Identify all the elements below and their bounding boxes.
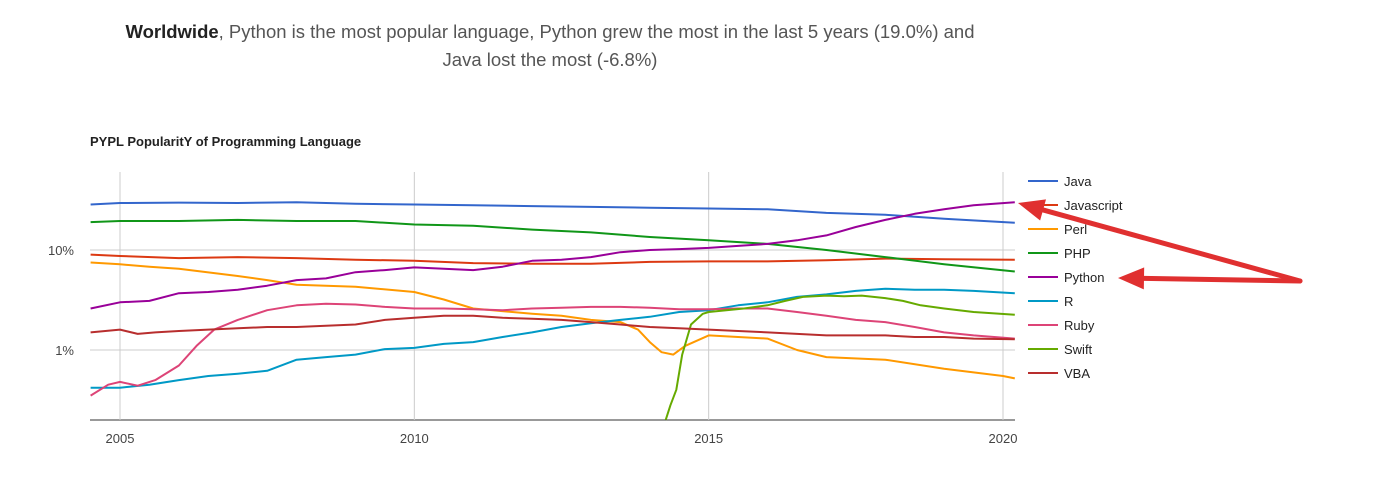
x-tick-label: 2005 — [106, 431, 135, 446]
headline-bold: Worldwide — [125, 21, 219, 42]
chart-series — [90, 201, 1015, 421]
series-line-ruby — [90, 302, 1015, 397]
legend-label-ruby: Ruby — [1064, 318, 1095, 333]
x-tick-label: 2015 — [694, 431, 723, 446]
legend-label-php: PHP — [1064, 246, 1091, 261]
series-line-python — [90, 201, 1015, 310]
series-line-r — [90, 287, 1015, 389]
x-tick-label: 2020 — [989, 431, 1018, 446]
chart-legend: Java Javascript Perl PHP Python R Ruby Swift VBA — [1028, 174, 1123, 381]
x-tick-label: 2010 — [400, 431, 429, 446]
annotation-arrows — [1018, 199, 1303, 290]
series-line-perl — [90, 261, 1015, 380]
legend-label-python: Python — [1064, 270, 1104, 285]
headline: Worldwide, Python is the most popular la… — [60, 18, 1040, 74]
arrow-to-python-legend — [1118, 267, 1303, 290]
legend-label-java: Java — [1064, 174, 1092, 189]
series-line-java — [90, 201, 1015, 224]
series-line-php — [90, 218, 1015, 273]
y-tick-label: 10% — [48, 243, 74, 258]
chart-title: PYPL PopularitY of Programming Language — [90, 134, 362, 149]
chart-grid — [90, 172, 1015, 421]
arrow-to-python-line — [1018, 199, 1303, 284]
y-tick-label: 1% — [55, 343, 74, 358]
legend-label-javascript: Javascript — [1064, 198, 1123, 213]
series-line-swift — [664, 294, 1015, 421]
series-line-vba — [90, 314, 1015, 341]
headline-line2: Java lost the most (-6.8%) — [442, 49, 658, 70]
legend-label-perl: Perl — [1064, 222, 1087, 237]
series-line-javascript — [90, 253, 1015, 265]
legend-label-vba: VBA — [1064, 366, 1090, 381]
headline-line1: , Python is the most popular language, P… — [218, 21, 975, 42]
axis-ticks: 2005 2010 2015 2020 1% 10% — [48, 243, 1017, 446]
legend-label-swift: Swift — [1064, 342, 1093, 357]
legend-label-r: R — [1064, 294, 1073, 309]
